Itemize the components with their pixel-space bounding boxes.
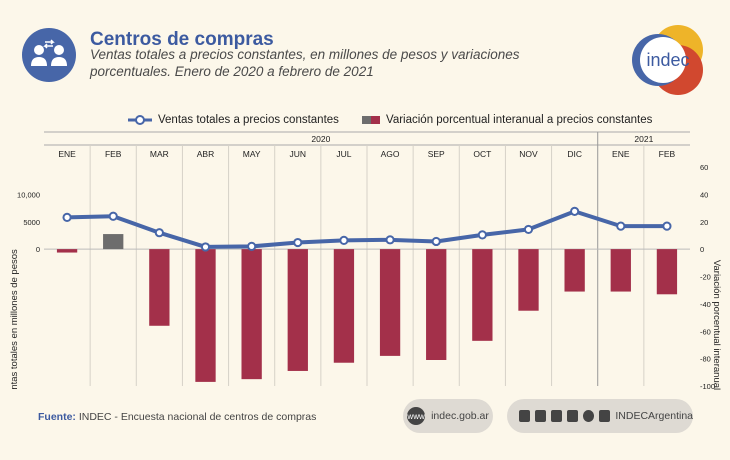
source-text: INDEC - Encuesta nacional de centros de … bbox=[78, 411, 317, 423]
ventas-line bbox=[67, 209, 667, 249]
bar-ene-0 bbox=[56, 249, 78, 253]
bar-ene-12 bbox=[610, 249, 631, 292]
bar-abr-3 bbox=[195, 249, 216, 382]
ventas-point-1 bbox=[108, 211, 118, 221]
ventas-point-6 bbox=[339, 235, 349, 245]
ventas-point-9 bbox=[477, 230, 487, 240]
indec-logo: indec bbox=[620, 20, 710, 100]
linkedin-icon[interactable] bbox=[567, 410, 579, 422]
page-subtitle: Ventas totales a precios constantes, en … bbox=[90, 47, 520, 79]
right-axis-label: Variación porcentual interanual bbox=[711, 260, 722, 390]
bar-mar-2 bbox=[149, 249, 170, 326]
page-title: Centros de compras bbox=[90, 29, 274, 50]
chart-labels: 2020 2021 ENE FEB MAR ABR MAY JUN JUL AGO SEP OCT NO… bbox=[17, 134, 715, 390]
people-exchange-icon bbox=[22, 28, 76, 82]
bar-nov-10 bbox=[518, 249, 539, 311]
ventas-point-2 bbox=[154, 228, 164, 238]
spotify-icon[interactable] bbox=[583, 410, 595, 422]
month-label: NOV bbox=[519, 149, 538, 159]
facebook-icon[interactable] bbox=[535, 410, 547, 422]
month-label: ENE bbox=[58, 149, 76, 159]
chart-legend: Ventas totales a precios constantes Vari… bbox=[0, 114, 730, 132]
bar-jul-6 bbox=[333, 249, 355, 363]
month-label: DIC bbox=[567, 149, 582, 159]
bar-sep-8 bbox=[426, 249, 447, 360]
youtube-icon[interactable] bbox=[599, 410, 611, 422]
right-tick-label: -60 bbox=[700, 327, 711, 336]
ventas-point-13 bbox=[662, 221, 672, 231]
logo-text: indec bbox=[646, 50, 689, 70]
chart-grid bbox=[44, 131, 690, 386]
source-label: Fuente: bbox=[38, 411, 76, 423]
year-label: 2020 bbox=[311, 134, 330, 144]
ventas-point-12 bbox=[616, 221, 626, 231]
right-tick-label: 40 bbox=[700, 190, 708, 199]
legend-bar-marker bbox=[362, 116, 380, 124]
month-label: MAY bbox=[243, 149, 261, 159]
year-label: 2021 bbox=[634, 134, 653, 144]
left-tick-label: 10,000 bbox=[17, 190, 40, 199]
twitter-icon[interactable] bbox=[519, 410, 531, 422]
right-tick-label: 20 bbox=[700, 218, 708, 227]
month-label: OCT bbox=[473, 149, 491, 159]
right-tick-label: -80 bbox=[700, 355, 711, 364]
month-label: JUL bbox=[336, 149, 351, 159]
ventas-point-0 bbox=[62, 212, 72, 222]
bar-feb-13 bbox=[656, 249, 678, 295]
right-tick-label: -100 bbox=[700, 382, 715, 390]
month-label: SEP bbox=[428, 149, 445, 159]
ventas-point-7 bbox=[385, 235, 395, 245]
ventas-point-8 bbox=[431, 236, 441, 247]
legend-item-line: Ventas totales a precios constantes bbox=[128, 114, 339, 126]
ventas-point-4 bbox=[247, 241, 257, 251]
source-note: Fuente: INDEC - Encuesta nacional de cen… bbox=[38, 411, 316, 423]
bar-feb-1 bbox=[103, 234, 124, 250]
bar-dic-11 bbox=[564, 249, 585, 292]
month-label: ABR bbox=[197, 149, 214, 159]
website-link[interactable]: www indec.gob.ar bbox=[403, 399, 493, 433]
chart: 2020 2021 ENE FEB MAR ABR MAY JUN JUL AGO SEP OCT NO… bbox=[9, 131, 722, 390]
legend-label-line: Ventas totales a precios constantes bbox=[158, 114, 339, 126]
header: Centros de compras Ventas totales a prec… bbox=[0, 0, 730, 100]
right-tick-label: -40 bbox=[700, 300, 711, 309]
bar-jun-5 bbox=[287, 249, 308, 371]
legend-item-bar: Variación porcentual interanual a precio… bbox=[362, 114, 652, 126]
left-axis-label: Ventas totales en millones de pesos bbox=[9, 249, 20, 390]
bar-ago-7 bbox=[379, 249, 401, 356]
month-label: FEB bbox=[659, 149, 676, 159]
right-tick-label: 0 bbox=[700, 245, 704, 254]
month-label: ENE bbox=[612, 149, 630, 159]
bar-may-4 bbox=[241, 249, 262, 380]
month-label: MAR bbox=[150, 149, 169, 159]
line-series bbox=[62, 206, 672, 252]
website-text: indec.gob.ar bbox=[431, 410, 489, 422]
ventas-point-3 bbox=[200, 242, 211, 252]
left-tick-label: 0 bbox=[36, 245, 40, 254]
month-label: AGO bbox=[381, 149, 400, 159]
month-label: FEB bbox=[105, 149, 122, 159]
right-tick-label: 60 bbox=[700, 163, 708, 172]
left-tick-label: 5000 bbox=[23, 218, 40, 227]
bar-oct-9 bbox=[472, 249, 493, 341]
social-handle: INDECArgentina bbox=[615, 410, 693, 422]
www-icon: www bbox=[407, 407, 426, 425]
ventas-point-10 bbox=[523, 224, 534, 235]
ventas-point-11 bbox=[570, 206, 580, 216]
instagram-icon[interactable] bbox=[551, 410, 563, 422]
legend-label-bar: Variación porcentual interanual a precio… bbox=[386, 114, 653, 126]
ventas-point-5 bbox=[293, 237, 303, 248]
bar-series bbox=[56, 234, 678, 382]
social-links[interactable]: INDECArgentina bbox=[507, 399, 693, 433]
legend-line-marker bbox=[128, 115, 152, 125]
month-label: JUN bbox=[290, 149, 307, 159]
right-tick-label: -20 bbox=[700, 273, 711, 282]
